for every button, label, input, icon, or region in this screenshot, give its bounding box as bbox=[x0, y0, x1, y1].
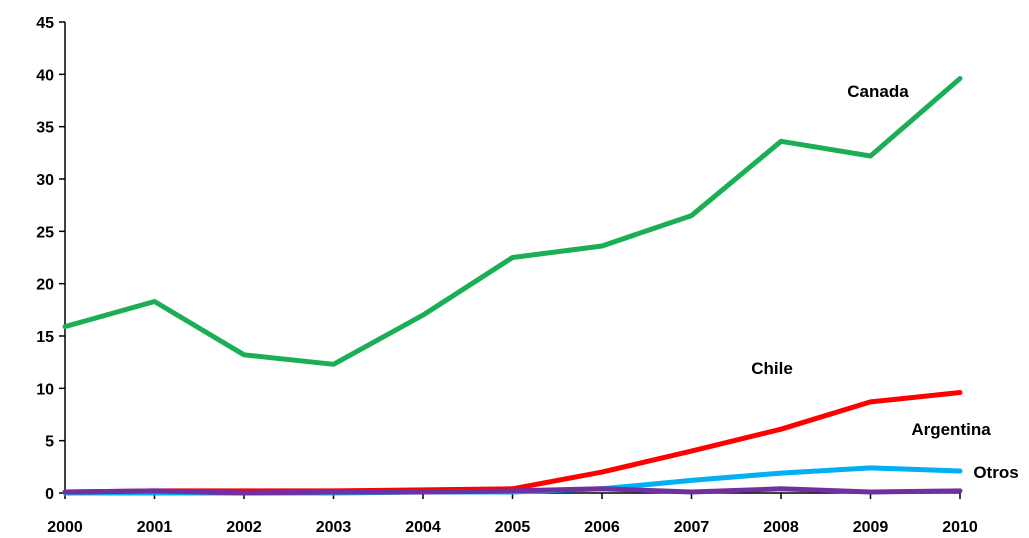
x-tick-label: 2002 bbox=[226, 519, 262, 536]
y-tick-label: 0 bbox=[45, 486, 54, 503]
series-labels: Canada Chile Argentina Otros bbox=[751, 82, 1018, 482]
series-line-otros bbox=[62, 486, 963, 496]
x-ticks: 2000 2001 2002 2003 2004 2005 2006 2007 2008 2009… bbox=[47, 493, 978, 536]
y-tick-label: 5 bbox=[45, 434, 54, 451]
y-tick-label: 25 bbox=[36, 224, 54, 241]
series-line-canada bbox=[62, 76, 963, 367]
x-tick-label: 2008 bbox=[763, 519, 799, 536]
series-label-chile: Chile bbox=[751, 359, 793, 378]
y-tick-label: 15 bbox=[36, 329, 54, 346]
series-lines bbox=[62, 76, 963, 496]
x-tick-label: 2003 bbox=[316, 519, 352, 536]
y-ticks: 0 5 10 15 20 25 30 35 40 45 bbox=[36, 15, 65, 503]
y-tick-label: 20 bbox=[36, 277, 54, 294]
x-tick-label: 2004 bbox=[405, 519, 441, 536]
y-tick-label: 40 bbox=[36, 67, 54, 84]
x-tick-label: 2010 bbox=[942, 519, 978, 536]
x-tick-label: 2006 bbox=[584, 519, 620, 536]
y-tick-label: 45 bbox=[36, 15, 54, 32]
x-tick-label: 2000 bbox=[47, 519, 83, 536]
y-tick-label: 35 bbox=[36, 120, 54, 137]
x-tick-label: 2005 bbox=[495, 519, 531, 536]
x-tick-label: 2009 bbox=[853, 519, 889, 536]
x-tick-label: 2007 bbox=[674, 519, 710, 536]
x-tick-label: 2001 bbox=[137, 519, 173, 536]
series-label-argentina: Argentina bbox=[911, 420, 991, 439]
series-label-otros: Otros bbox=[973, 463, 1018, 482]
y-tick-label: 10 bbox=[36, 381, 54, 398]
series-line-chile bbox=[62, 390, 963, 495]
y-tick-label: 30 bbox=[36, 172, 54, 189]
series-label-canada: Canada bbox=[847, 82, 909, 101]
